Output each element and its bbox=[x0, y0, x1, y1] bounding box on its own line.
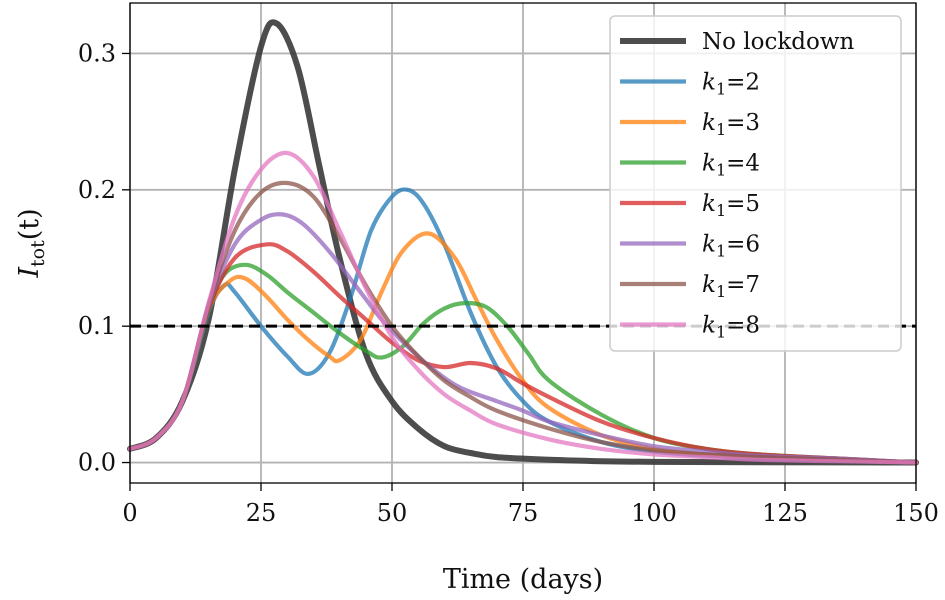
legend-box bbox=[609, 15, 902, 352]
y-tick-label: 0.1 bbox=[78, 312, 116, 340]
y-axis-title: Itot(t) bbox=[14, 208, 49, 278]
series-line-4 bbox=[127, 242, 919, 465]
x-tick-label: 125 bbox=[762, 499, 808, 527]
legend-label-0: No lockdown bbox=[702, 29, 855, 55]
y-tick-label: 0.0 bbox=[78, 449, 116, 477]
legend-label-5: k1=6 bbox=[702, 232, 760, 261]
series-line-7 bbox=[127, 150, 919, 465]
x-tick-label: 100 bbox=[631, 499, 677, 527]
x-tick-label: 75 bbox=[508, 499, 539, 527]
y-axis-title-main: I bbox=[14, 266, 45, 279]
legend-label-7: k1=8 bbox=[702, 313, 760, 342]
y-tick-label: 0.3 bbox=[78, 39, 116, 67]
y-tick-label: 0.2 bbox=[78, 176, 116, 204]
axis-ticks: 0 25 50 75 100 125 150 0.0 0.1 0.2 0.3 bbox=[78, 39, 939, 527]
x-tick-label: 50 bbox=[377, 499, 408, 527]
x-tick-label: 25 bbox=[246, 499, 277, 527]
legend: No lockdown k1=2 k1=3 k1=4 k1=5 k1=6 k1=7 k1=8 bbox=[609, 15, 902, 352]
series-layer bbox=[127, 19, 919, 466]
x-tick-label: 150 bbox=[893, 499, 939, 527]
legend-label-1: k1=2 bbox=[702, 70, 760, 99]
x-tick-label: 0 bbox=[122, 499, 137, 527]
y-axis-title-arg: (t) bbox=[14, 208, 45, 240]
legend-label-6: k1=7 bbox=[702, 272, 760, 301]
x-axis-title: Time (days) bbox=[443, 564, 603, 595]
legend-label-2: k1=3 bbox=[702, 110, 760, 139]
legend-label-4: k1=5 bbox=[702, 191, 760, 220]
y-axis-title-sub: tot bbox=[27, 240, 49, 267]
legend-label-3: k1=4 bbox=[702, 151, 760, 180]
